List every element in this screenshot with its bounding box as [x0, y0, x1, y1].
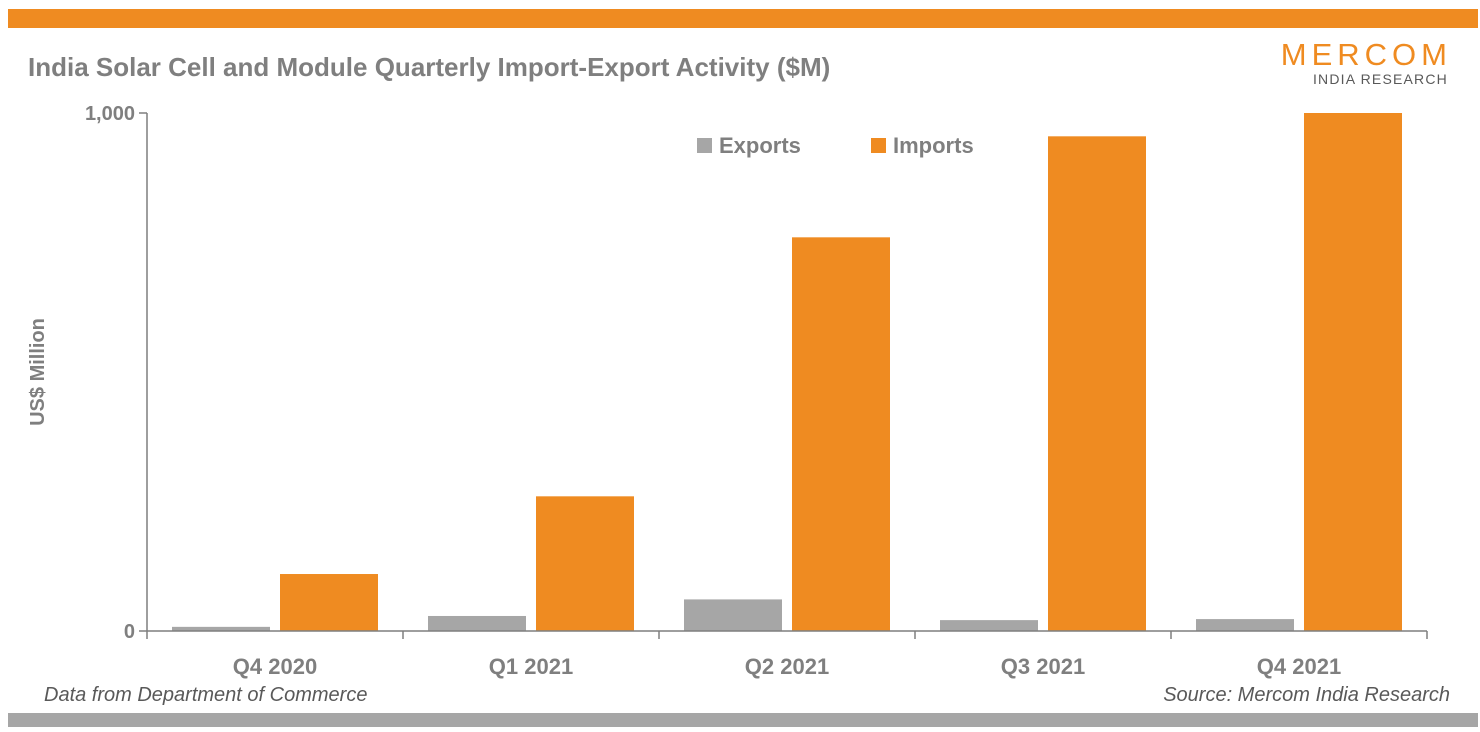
y-tick-label: 1,000 — [85, 103, 135, 125]
exports-bar-q1-2021 — [428, 615, 526, 631]
y-axis-label: US$ Million — [27, 318, 49, 426]
top-accent-bar — [8, 9, 1478, 28]
source-credit: Source: Mercom India Research — [1163, 684, 1450, 706]
legend-swatch-imports — [871, 138, 886, 153]
legend-swatch-exports — [697, 138, 712, 153]
imports-bar-q2-2021 — [792, 237, 890, 631]
imports-bar-q4-2021 — [1304, 113, 1402, 631]
x-tick-label: Q3 2021 — [1001, 654, 1085, 679]
exports-bar-q2-2021 — [684, 599, 782, 631]
logo-subtitle: INDIA RESEARCH — [1312, 71, 1448, 87]
mercom-logo: MERCOM INDIA RESEARCH — [1232, 38, 1448, 88]
exports-bar-q4-2020 — [172, 626, 270, 631]
x-tick-label: Q4 2020 — [233, 654, 317, 679]
imports-bar-q4-2020 — [280, 574, 378, 631]
legend-label-imports: Imports — [893, 133, 974, 158]
exports-bar-q3-2021 — [940, 620, 1038, 631]
x-tick-label: Q1 2021 — [489, 654, 573, 679]
chart-title: India Solar Cell and Module Quarterly Im… — [28, 52, 831, 82]
exports-bar-q4-2021 — [1196, 619, 1294, 631]
logo-wordmark: MERCOM — [1280, 37, 1452, 72]
x-tick-label: Q2 2021 — [745, 654, 829, 679]
imports-bar-q1-2021 — [536, 496, 634, 631]
data-source-note: Data from Department of Commerce — [44, 684, 368, 706]
bottom-accent-bar — [8, 713, 1478, 727]
imports-bar-q3-2021 — [1048, 136, 1146, 631]
y-tick-label: 0 — [124, 621, 135, 643]
legend-label-exports: Exports — [719, 133, 801, 158]
x-tick-label: Q4 2021 — [1257, 654, 1341, 679]
